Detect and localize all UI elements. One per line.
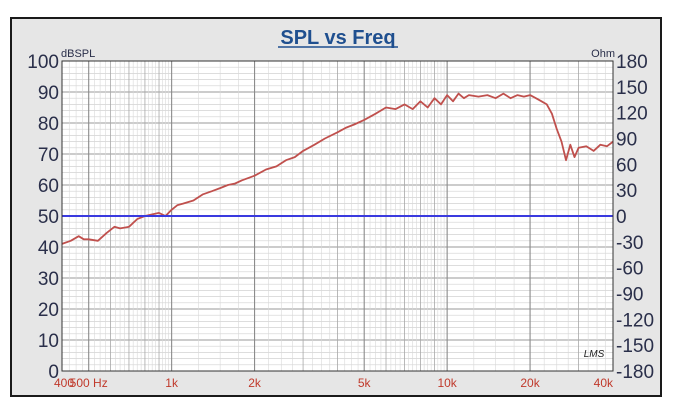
x-tick-label: 400 bbox=[54, 376, 74, 390]
y-tick-label: 60 bbox=[38, 176, 59, 197]
y2-tick-label: 60 bbox=[616, 155, 637, 176]
y-tick-label: 50 bbox=[38, 207, 59, 228]
y-tick-label: 10 bbox=[38, 331, 59, 352]
plot-border bbox=[61, 60, 614, 372]
y2-tick-label: -30 bbox=[616, 233, 643, 254]
x-tick-label: 20k bbox=[520, 376, 540, 390]
y2-tick-label: -90 bbox=[616, 285, 643, 306]
lms-watermark: LMS bbox=[584, 349, 605, 360]
x-tick-label: 500 Hz bbox=[70, 376, 108, 390]
y-tick-label: 40 bbox=[38, 238, 59, 259]
x-tick-label: 1k bbox=[165, 376, 179, 390]
y-tick-label: 70 bbox=[38, 145, 59, 166]
y-tick-label: 90 bbox=[38, 83, 59, 104]
y2-tick-label: 30 bbox=[616, 181, 637, 202]
grid bbox=[61, 60, 614, 372]
x-tick-label: 10k bbox=[437, 376, 457, 390]
chart-title: SPL vs Freq bbox=[280, 27, 395, 49]
x-tick-label: 40k bbox=[594, 376, 614, 390]
y2-tick-label: 90 bbox=[616, 130, 637, 151]
y2-tick-label: -120 bbox=[616, 310, 654, 331]
y-tick-label: 0 bbox=[48, 362, 59, 383]
spl-line bbox=[61, 92, 614, 245]
y2-tick-label: 120 bbox=[616, 104, 648, 125]
right-unit-label: Ohm bbox=[591, 48, 615, 60]
y-tick-label: 20 bbox=[38, 300, 59, 321]
y-tick-label: 80 bbox=[38, 114, 59, 135]
y2-tick-label: -60 bbox=[616, 259, 643, 280]
x-tick-label: 5k bbox=[358, 376, 372, 390]
x-tick-label: 2k bbox=[248, 376, 262, 390]
y2-tick-label: 150 bbox=[616, 78, 648, 99]
y-tick-label: 30 bbox=[38, 269, 59, 290]
series-layer bbox=[61, 92, 614, 245]
y-tick-label: 100 bbox=[27, 52, 59, 73]
y2-tick-label: -180 bbox=[616, 362, 654, 383]
y2-tick-label: 0 bbox=[616, 207, 627, 228]
y2-tick-label: 180 bbox=[616, 52, 648, 73]
y2-tick-label: -150 bbox=[616, 336, 654, 357]
left-unit-label: dBSPL bbox=[61, 48, 95, 60]
y2-tick-labels: 180 150 120 90 60 30 0 -30 -60 -90 -120 -150 -180 bbox=[616, 52, 654, 383]
